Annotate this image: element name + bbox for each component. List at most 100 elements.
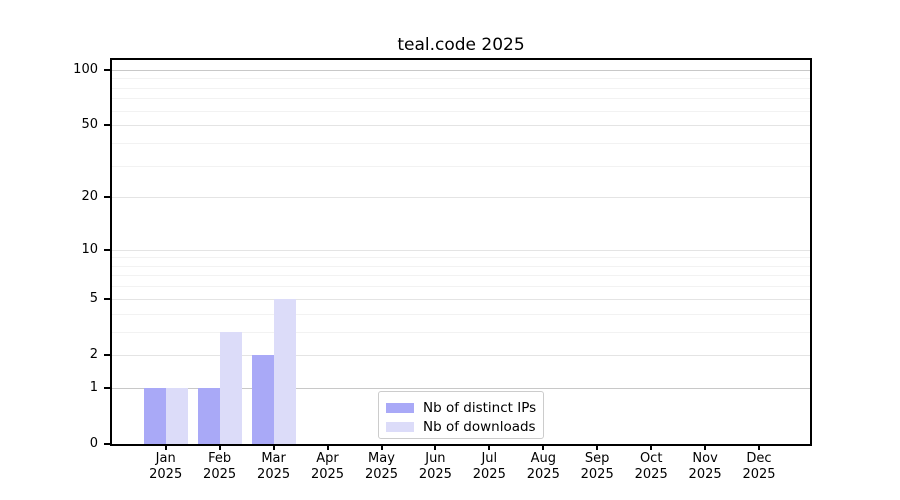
- x-label-year: 2025: [634, 466, 668, 482]
- y-tick-1: [104, 386, 112, 389]
- gridline-minor-7: [112, 275, 810, 277]
- x-tick-label-jul: Jul 2025: [459, 451, 519, 482]
- gridline-2: [112, 354, 810, 356]
- gridline-10: [112, 249, 810, 251]
- x-tick-nov: [704, 444, 707, 450]
- y-tick-label-20: 20: [81, 189, 98, 205]
- gridline-minor-9: [112, 257, 810, 259]
- legend-label-nb-of-downloads: Nb of downloads: [423, 418, 536, 435]
- legend-row-nb-of-downloads: Nb of downloads: [386, 417, 536, 436]
- y-tick-label-10: 10: [81, 241, 98, 257]
- gridline-minor-80: [112, 87, 810, 89]
- x-label-year: 2025: [526, 466, 560, 482]
- x-label-year: 2025: [472, 466, 506, 482]
- x-tick-jan: [164, 444, 167, 450]
- y-tick-100: [104, 68, 112, 71]
- gridline-minor-40: [112, 142, 810, 144]
- x-label-year: 2025: [310, 466, 345, 482]
- x-label-year: 2025: [580, 466, 614, 482]
- gridline-1: [112, 387, 810, 389]
- x-tick-label-feb: Feb 2025: [190, 451, 250, 482]
- x-tick-label-jun: Jun 2025: [405, 451, 465, 482]
- x-label-month: Dec: [746, 451, 772, 466]
- x-label-year: 2025: [688, 466, 722, 482]
- x-tick-jul: [488, 444, 491, 450]
- legend-label-nb-of-distinct-ips: Nb of distinct IPs: [423, 399, 537, 416]
- y-tick-label-100: 100: [73, 61, 98, 77]
- x-label-year: 2025: [257, 466, 291, 482]
- x-tick-sep: [596, 444, 599, 450]
- y-tick-50: [104, 124, 112, 127]
- x-label-month: Apr: [316, 451, 339, 466]
- y-tick-2: [104, 353, 112, 356]
- x-tick-label-aug: Aug 2025: [513, 451, 573, 482]
- gridline-20: [112, 197, 810, 199]
- x-tick-feb: [218, 444, 221, 450]
- x-label-month: May: [368, 451, 395, 466]
- gridline-minor-8: [112, 265, 810, 267]
- x-tick-label-sep: Sep 2025: [567, 451, 627, 482]
- chart-title: teal.code 2025: [397, 35, 525, 55]
- bar-jan-nb-of-downloads: [165, 387, 188, 444]
- x-tick-label-dec: Dec 2025: [729, 451, 789, 482]
- x-label-year: 2025: [364, 466, 399, 482]
- x-tick-label-mar: Mar 2025: [244, 451, 304, 482]
- x-tick-oct: [650, 444, 653, 450]
- gridline-minor-30: [112, 165, 810, 167]
- x-tick-dec: [758, 444, 760, 450]
- legend-row-nb-of-distinct-ips: Nb of distinct IPs: [386, 398, 537, 417]
- x-tick-label-nov: Nov 2025: [675, 451, 735, 482]
- x-tick-jun: [434, 444, 437, 450]
- bar-feb-nb-of-distinct-ips: [197, 387, 220, 444]
- x-label-month: Sep: [584, 451, 610, 466]
- gridline-minor-90: [112, 78, 810, 80]
- x-label-year: 2025: [418, 466, 452, 482]
- x-label-year: 2025: [742, 466, 776, 482]
- y-tick-0: [104, 443, 112, 445]
- bar-mar-nb-of-downloads: [273, 298, 296, 444]
- plot-area: [110, 58, 812, 446]
- x-label-month: Aug: [530, 451, 556, 466]
- x-label-month: Oct: [639, 451, 663, 466]
- x-label-year: 2025: [203, 466, 237, 482]
- bar-jan-nb-of-distinct-ips: [143, 387, 166, 444]
- x-tick-mar: [272, 444, 275, 450]
- x-label-month: Jun: [425, 451, 446, 466]
- gridline-minor-70: [112, 98, 810, 100]
- x-tick-may: [380, 444, 383, 450]
- gridline-minor-60: [112, 110, 810, 112]
- y-tick-5: [104, 297, 112, 300]
- gridline-50: [112, 125, 810, 127]
- x-label-month: Feb: [208, 451, 232, 466]
- y-tick-label-50: 50: [81, 117, 98, 133]
- legend-swatch-nb-of-downloads: [386, 421, 414, 432]
- gridline-5: [112, 298, 810, 300]
- y-tick-20: [104, 196, 112, 199]
- y-tick-label-5: 5: [89, 290, 98, 306]
- x-tick-aug: [542, 444, 545, 450]
- x-tick-label-jan: Jan 2025: [136, 451, 196, 482]
- x-label-month: Jul: [481, 451, 498, 466]
- gridline-minor-3: [112, 331, 810, 333]
- x-label-month: Jan: [155, 451, 176, 466]
- gridline-100: [112, 69, 810, 71]
- x-tick-apr: [326, 444, 329, 450]
- y-tick-label-0: 0: [89, 436, 98, 451]
- legend: Nb of distinct IPs Nb of downloads: [378, 391, 544, 439]
- x-label-month: Nov: [692, 451, 718, 466]
- gridline-minor-6: [112, 286, 810, 288]
- y-tick-label-2: 2: [89, 346, 98, 362]
- y-tick-label-1: 1: [89, 379, 98, 395]
- bar-feb-nb-of-downloads: [219, 331, 242, 444]
- x-label-month: Mar: [261, 451, 286, 466]
- bar-mar-nb-of-distinct-ips: [251, 354, 274, 444]
- x-tick-label-oct: Oct 2025: [621, 451, 681, 482]
- x-label-year: 2025: [149, 466, 183, 482]
- x-tick-label-apr: Apr 2025: [298, 451, 358, 482]
- gridline-minor-4: [112, 313, 810, 315]
- x-tick-label-may: May 2025: [352, 451, 412, 482]
- legend-swatch-nb-of-distinct-ips: [386, 402, 414, 413]
- y-tick-10: [104, 248, 112, 251]
- plot-inner: [112, 60, 810, 444]
